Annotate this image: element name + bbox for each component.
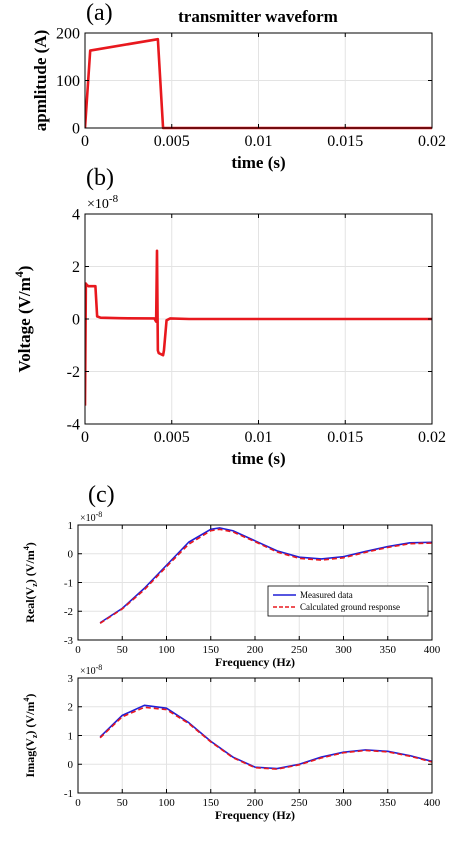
legend: Measured data Calculated ground response	[267, 585, 429, 617]
x-tick-label: 100	[158, 797, 175, 809]
y-tick-label: -2	[67, 364, 80, 381]
y-tick-label: 3	[68, 673, 74, 685]
axis-exponent: ×10-8	[80, 663, 102, 677]
panel-label: (a)	[86, 0, 113, 26]
x-tick-label: 150	[203, 797, 220, 809]
legend-entry: Measured data	[300, 590, 353, 600]
x-tick-label: 350	[380, 644, 397, 656]
x-tick-label: 300	[335, 797, 352, 809]
y-tick-label: 100	[56, 73, 80, 90]
y-tick-label: 0	[68, 549, 74, 561]
x-tick-label: 0.01	[245, 133, 273, 150]
x-tick-label: 200	[247, 644, 264, 656]
x-tick-label: 0.01	[245, 429, 273, 446]
x-tick-label: 350	[380, 797, 397, 809]
y-axis-label: apmlitude (A)	[31, 30, 50, 132]
y-tick-label: 0	[72, 312, 80, 329]
x-tick-label: 150	[203, 644, 220, 656]
x-tick-label: 0.015	[327, 133, 363, 150]
y-tick-label: 2	[72, 259, 80, 276]
chart-title: transmitter waveform	[178, 7, 338, 26]
x-tick-label: 0	[75, 644, 81, 656]
x-tick-label: 400	[424, 644, 441, 656]
y-axis-label: Real(Vz) (V/m4)	[22, 542, 39, 623]
series-line-0	[99, 527, 432, 624]
series-line-1	[99, 706, 432, 770]
chart-panel-1: 0 0.005 0.01 0.015 0.02 -4 -2 0 2 4 time (s) (b) ×10…	[12, 165, 446, 468]
panel-label: (b)	[86, 165, 114, 191]
x-tick-label: 0	[75, 797, 81, 809]
axis-exponent: ×10-8	[80, 510, 102, 524]
axis-exponent: ×10-8	[87, 193, 119, 212]
x-tick-label: 0.005	[154, 133, 190, 150]
y-axis-label: Imag(Vz) (V/m4)	[22, 694, 39, 778]
chart-panel-3: 0 50 100 150 200 250 300 350 400-10123Frequency …	[22, 663, 441, 822]
y-tick-label: -4	[67, 417, 80, 434]
x-tick-label: 50	[117, 644, 129, 656]
y-tick-label: 1	[68, 730, 74, 742]
series-line-1	[99, 528, 432, 625]
x-tick-label: 0.02	[418, 429, 446, 446]
x-tick-label: 0.015	[327, 429, 363, 446]
y-tick-label: 4	[72, 207, 80, 224]
x-axis-label: Frequency (Hz)	[215, 808, 295, 822]
y-tick-label: 200	[56, 26, 80, 43]
x-tick-label: 50	[117, 797, 129, 809]
y-tick-label: 0	[68, 759, 74, 771]
x-tick-label: 200	[247, 797, 264, 809]
y-tick-label: 0	[72, 121, 80, 138]
y-tick-label: -3	[64, 635, 74, 647]
y-tick-label: 2	[68, 702, 74, 714]
x-tick-label: 250	[291, 797, 308, 809]
x-tick-label: 300	[335, 644, 352, 656]
x-axis-label: time (s)	[231, 449, 285, 468]
panel-label: (c)	[88, 482, 115, 508]
x-tick-label: 0.02	[418, 133, 446, 150]
x-tick-label: 0	[81, 133, 89, 150]
y-tick-label: -1	[64, 788, 73, 800]
y-axis-label: Voltage (V/m4)	[12, 266, 34, 373]
series-line-0	[85, 249, 432, 406]
x-tick-label: 250	[291, 644, 308, 656]
x-tick-label: 0.005	[154, 429, 190, 446]
legend-entry: Calculated ground response	[300, 602, 400, 612]
x-tick-label: 100	[158, 644, 175, 656]
y-tick-label: -2	[64, 606, 73, 618]
y-tick-label: -1	[64, 577, 73, 589]
y-tick-label: 1	[68, 520, 74, 532]
legend-box	[267, 585, 429, 617]
chart-panel-0: 0 0.005 0.01 0.015 0.02 0 100 200 time (s) (a) tra…	[31, 0, 446, 172]
x-tick-label: 400	[424, 797, 441, 809]
chart-panel-2: 0 50 100 150 200 250 300 350 400 -3 -2 -1 0 1 Frequenc…	[22, 482, 441, 669]
x-axis-label: Frequency (Hz)	[215, 655, 295, 669]
x-tick-label: 0	[81, 429, 89, 446]
x-axis-label: time (s)	[231, 153, 285, 172]
